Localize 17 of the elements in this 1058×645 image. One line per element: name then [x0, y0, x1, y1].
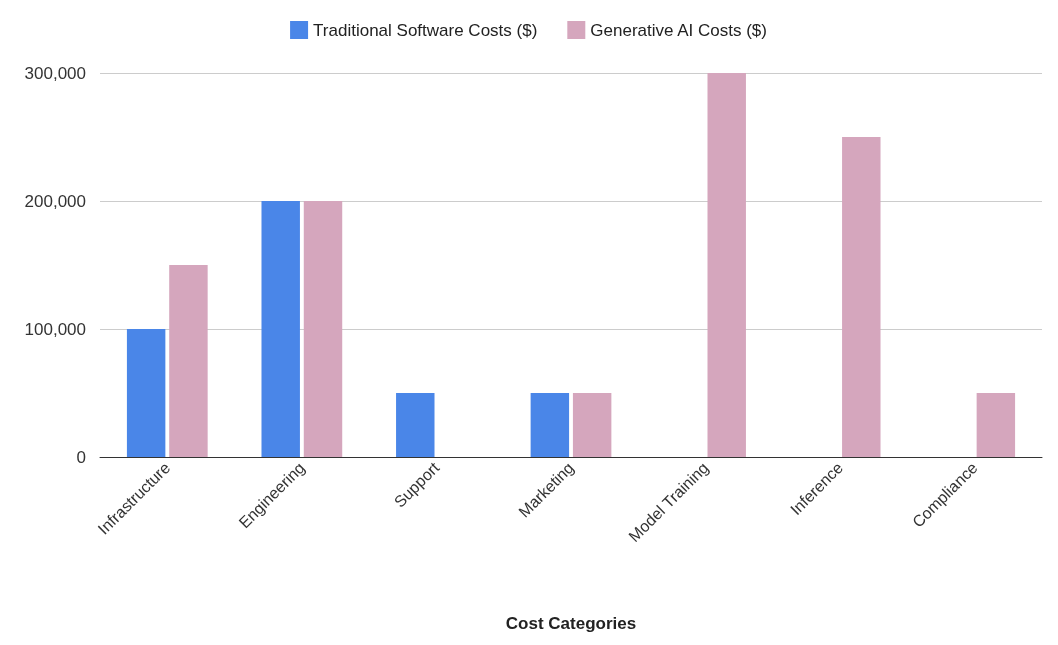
- y-tick-label: 0: [76, 447, 86, 467]
- bar: [261, 201, 300, 457]
- bar: [572, 393, 612, 457]
- y-tick-label: 300,000: [24, 63, 86, 83]
- bar: [707, 73, 746, 457]
- bar: [169, 265, 208, 457]
- bar: [530, 393, 570, 457]
- bar: [842, 137, 881, 457]
- bar: [126, 329, 166, 457]
- bar: [976, 393, 1016, 457]
- bar: [303, 201, 343, 457]
- bar: [396, 393, 435, 457]
- y-tick-label: 200,000: [24, 191, 86, 211]
- legend-label: Generative AI Costs ($): [590, 20, 767, 40]
- legend-label: Traditional Software Costs ($): [313, 20, 538, 40]
- y-tick-label: 100,000: [24, 319, 86, 339]
- x-axis-title: Cost Categories: [505, 614, 637, 633]
